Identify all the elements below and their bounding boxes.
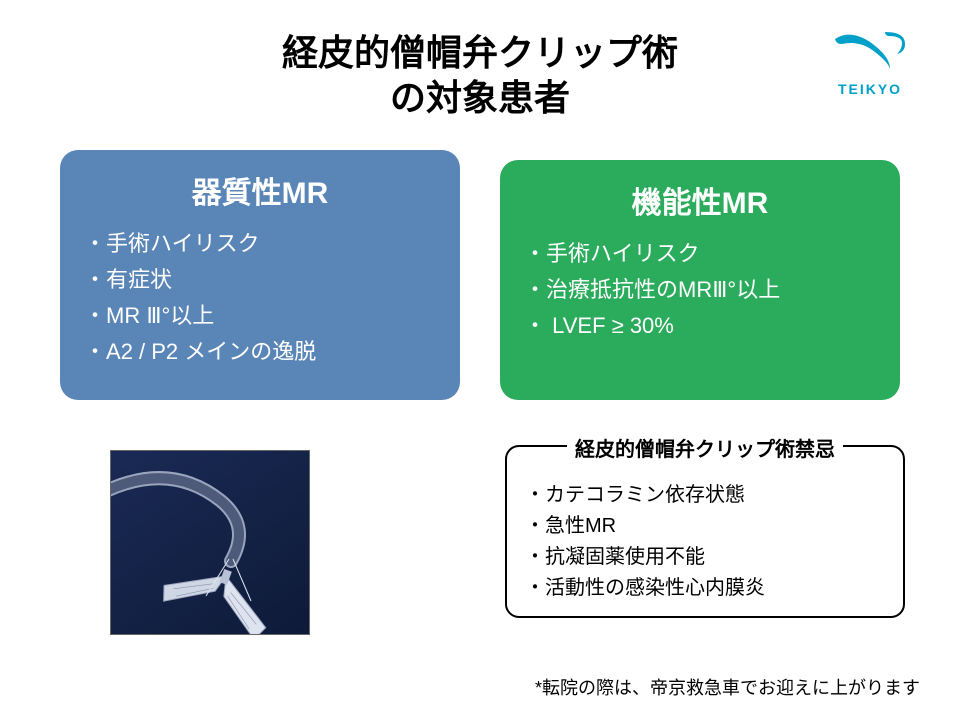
contraindication-box: 経皮的僧帽弁クリップ術禁忌 カテコラミン依存状態急性MR抗凝固薬使用不能活動性の…: [505, 445, 905, 618]
organic-mr-list: 手術ハイリスク有症状 MR Ⅲ°以上 A2 / P2 メインの逸脱: [84, 226, 436, 366]
organic-mr-card: 器質性MR 手術ハイリスク有症状 MR Ⅲ°以上 A2 / P2 メインの逸脱: [60, 150, 460, 400]
organic-mr-item: MR Ⅲ°以上: [84, 298, 436, 330]
organic-mr-item: A2 / P2 メインの逸脱: [84, 334, 436, 366]
contraindication-list: カテコラミン依存状態急性MR抗凝固薬使用不能活動性の感染性心内膜炎: [525, 478, 885, 600]
contraindication-item: カテコラミン依存状態: [525, 478, 885, 507]
contraindication-item: 抗凝固薬使用不能: [525, 540, 885, 569]
functional-mr-title: 機能性MR: [524, 178, 876, 222]
functional-mr-card: 機能性MR 手術ハイリスク治療抵抗性のMRⅢ°以上 LVEF ≥ 30%: [500, 160, 900, 400]
organic-mr-title: 器質性MR: [84, 168, 436, 212]
footnote: *転院の際は、帝京救急車でお迎えに上がります: [535, 674, 920, 700]
mitraclip-device-image: [110, 450, 310, 635]
functional-mr-item: 手術ハイリスク: [524, 236, 876, 268]
teikyo-logo-text: TEIKYO: [820, 81, 920, 97]
title-line-2: の対象患者: [0, 75, 960, 120]
contraindication-item: 急性MR: [525, 509, 885, 538]
teikyo-logo: TEIKYO: [820, 24, 920, 97]
slide: 経皮的僧帽弁クリップ術 の対象患者 TEIKYO 器質性MR 手術ハイリスク有症…: [0, 0, 960, 720]
organic-mr-item: 有症状: [84, 262, 436, 294]
page-title: 経皮的僧帽弁クリップ術 の対象患者: [0, 30, 960, 120]
title-line-1: 経皮的僧帽弁クリップ術: [0, 30, 960, 75]
contraindication-item: 活動性の感染性心内膜炎: [525, 571, 885, 600]
teikyo-logo-icon: [830, 24, 910, 74]
functional-mr-list: 手術ハイリスク治療抵抗性のMRⅢ°以上 LVEF ≥ 30%: [524, 236, 876, 340]
functional-mr-item: LVEF ≥ 30%: [524, 308, 876, 340]
functional-mr-item: 治療抵抗性のMRⅢ°以上: [524, 272, 876, 304]
organic-mr-item: 手術ハイリスク: [84, 226, 436, 258]
contraindication-title: 経皮的僧帽弁クリップ術禁忌: [567, 433, 843, 462]
